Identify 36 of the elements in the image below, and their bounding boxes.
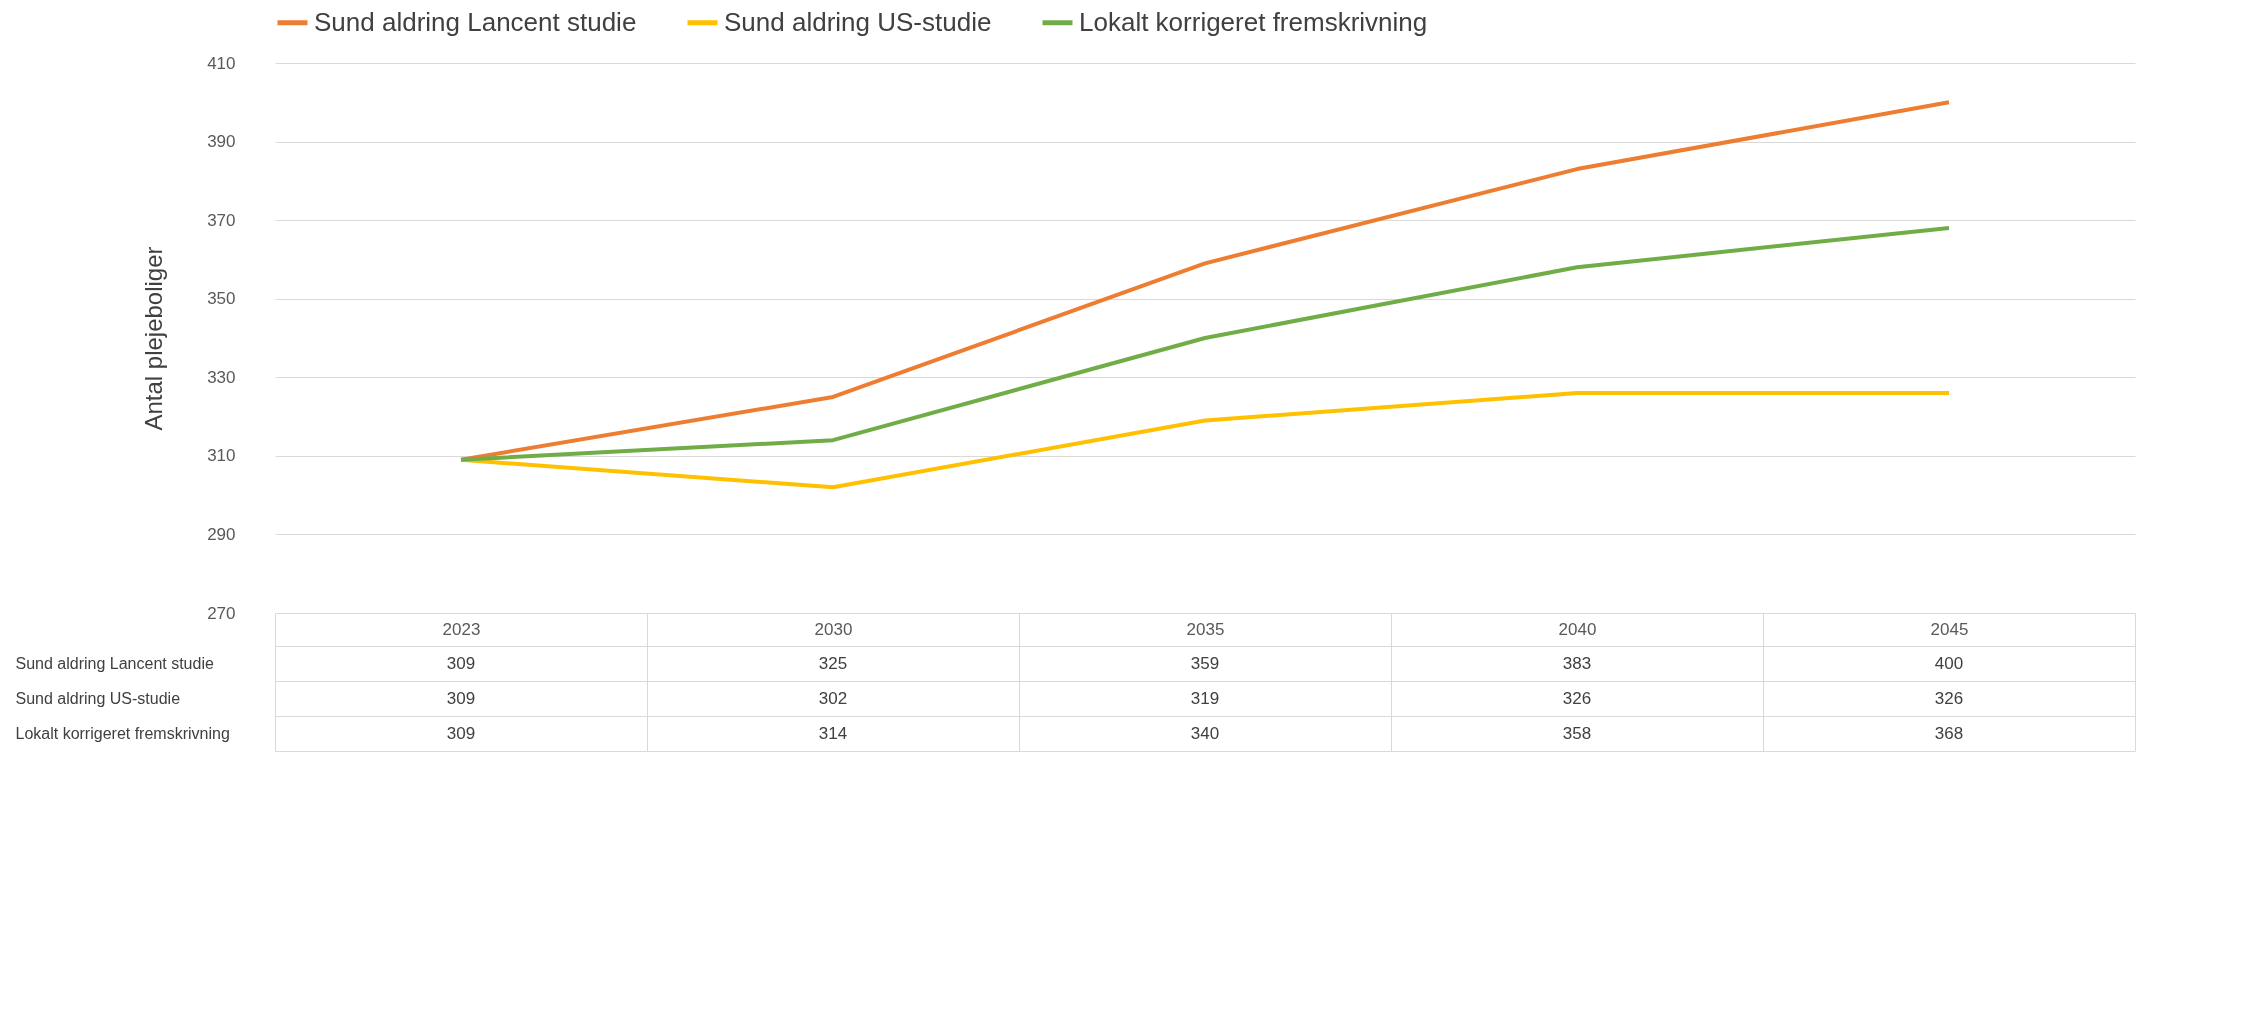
data-label: 309 — [446, 723, 476, 743]
text: Sund aldring Lancent studie — [15, 655, 214, 672]
x-tick-label: 2035 — [1186, 619, 1225, 639]
y-tick-label: 270 — [207, 603, 236, 623]
data-label: 309 — [446, 653, 476, 673]
legend-label: Sund aldring Lancent studie — [314, 6, 637, 37]
legend-label: Lokalt korrigeret fremskrivning — [1079, 6, 1428, 37]
data-label: 358 — [1562, 723, 1592, 743]
x-tick-label: 2045 — [1930, 619, 1969, 639]
y-tick-label: 410 — [207, 53, 236, 73]
data-label: 325 — [818, 653, 848, 673]
y-axis-title: Antal plejeboliger — [140, 246, 168, 431]
data-label: 309 — [446, 688, 476, 708]
legend-label: Sund aldring US-studie — [724, 6, 992, 37]
x-tick-label: 2023 — [442, 619, 481, 639]
text: Lokalt korrigeret fremskrivning — [15, 725, 230, 742]
y-tick-label: 350 — [207, 289, 236, 309]
data-label: 340 — [1190, 723, 1220, 743]
data-label: 314 — [818, 723, 848, 743]
data-label: 302 — [818, 688, 848, 708]
y-tick-label: 390 — [207, 132, 236, 152]
line-series — [459, 226, 1951, 462]
y-tick-label: 310 — [207, 446, 236, 466]
data-label: 326 — [1934, 688, 1964, 708]
y-tick-label: 330 — [207, 367, 236, 387]
y-tick-label: 370 — [207, 210, 236, 230]
data-label: 400 — [1934, 653, 1964, 673]
y-tick-label: 290 — [207, 524, 236, 544]
data-label: 326 — [1562, 688, 1592, 708]
x-tick-label: 2040 — [1558, 619, 1597, 639]
data-label: 319 — [1190, 688, 1220, 708]
data-label: 368 — [1934, 723, 1964, 743]
x-tick-label: 2030 — [814, 619, 853, 639]
text: Sund aldring US-studie — [15, 690, 181, 707]
data-label: 359 — [1190, 653, 1220, 673]
data-label: 383 — [1562, 653, 1592, 673]
